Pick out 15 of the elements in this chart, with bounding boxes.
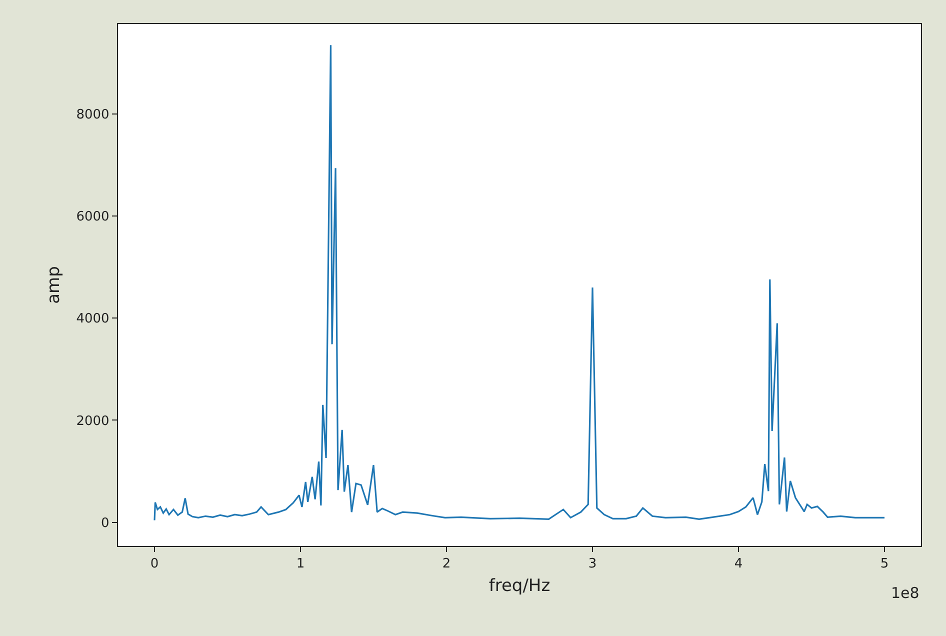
y-tick-label: 0 <box>101 516 110 531</box>
x-tick-label: 1 <box>296 556 305 572</box>
text: 1e8 <box>891 584 920 602</box>
y-tick-label: 6000 <box>76 210 110 225</box>
y-tick-label: 4000 <box>76 312 110 327</box>
x-axis-title: freq/Hz <box>488 576 550 596</box>
x-tick-label: 2 <box>442 556 451 572</box>
x-tick-label: 0 <box>150 556 159 572</box>
y-tick-label: 8000 <box>76 108 110 123</box>
x-tick-label: 4 <box>734 556 743 572</box>
x-tick-label: 3 <box>588 556 597 572</box>
y-axis-title: amp <box>44 266 64 304</box>
line-series <box>154 44 886 522</box>
x-tick-label: 5 <box>880 556 889 572</box>
y-tick-label: 2000 <box>76 414 110 429</box>
